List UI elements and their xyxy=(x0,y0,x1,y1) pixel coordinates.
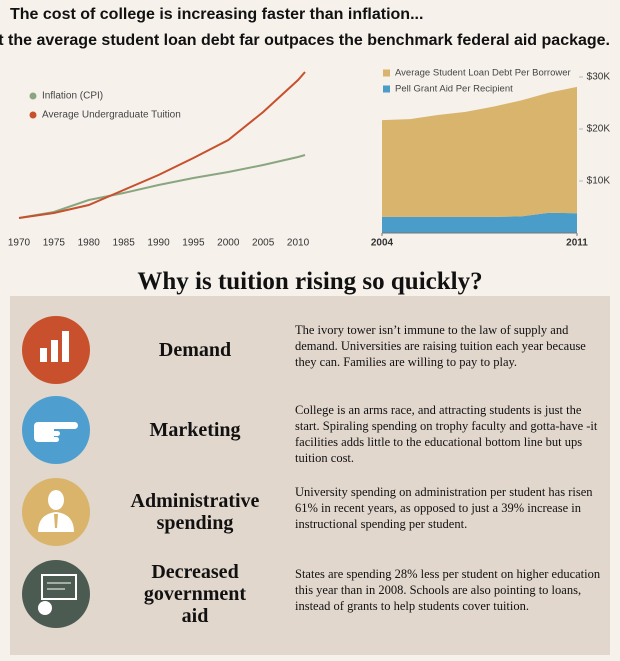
legend-marker xyxy=(29,111,37,119)
x-tick-label: 1995 xyxy=(182,238,205,249)
icon-administration xyxy=(22,478,90,546)
subtitle: yet the average student loan debt far ou… xyxy=(0,32,610,49)
legend-label: Inflation (CPI) xyxy=(42,91,103,102)
x-tick-label: 1980 xyxy=(78,238,101,249)
x-tick-label: 2004 xyxy=(371,238,394,249)
x-tick-label: 2010 xyxy=(287,238,310,249)
x-tick-label: 1970 xyxy=(8,238,31,249)
title: The cost of college is increasing faster… xyxy=(10,6,424,23)
x-tick-label: 1985 xyxy=(113,238,136,249)
legend-label: Pell Grant Aid Per Recipient xyxy=(395,84,513,95)
item-text: University spending on administration pe… xyxy=(295,485,593,531)
x-tick-label: 2005 xyxy=(252,238,275,249)
x-tick-label: 2011 xyxy=(566,238,588,249)
icon-marketing xyxy=(22,396,90,464)
item-text: The ivory tower isn’t immune to the law … xyxy=(295,323,586,369)
heading-line: government xyxy=(143,583,247,605)
heading-line: Marketing xyxy=(149,419,241,441)
icon-government-aid xyxy=(22,560,90,628)
heading-line: aid xyxy=(181,605,209,627)
item-heading: Administrative spending xyxy=(100,490,290,534)
series-line xyxy=(18,71,306,219)
x-tick-label: 1990 xyxy=(147,238,170,249)
y-tick-label: $20K xyxy=(587,124,611,135)
item-text: States are spending 28% less per student… xyxy=(295,567,601,613)
legend-marker xyxy=(383,85,390,93)
series-line xyxy=(18,154,306,219)
panel xyxy=(10,296,610,655)
heading-line: Decreased xyxy=(151,561,239,583)
item-text: College is an arms race, and attracting … xyxy=(295,403,598,465)
icon-demand xyxy=(22,316,90,384)
heading-line: Administrative xyxy=(130,490,260,512)
heading-line: spending xyxy=(156,512,234,534)
area xyxy=(382,212,577,233)
legend-marker xyxy=(383,69,390,77)
area xyxy=(382,86,577,217)
legend-label: Average Undergraduate Tuition xyxy=(42,110,181,121)
item-heading: Marketing xyxy=(100,419,290,441)
section-title: Why is tuition rising so quickly? xyxy=(137,268,483,295)
y-tick-label: $30K xyxy=(587,72,611,83)
legend-label: Average Student Loan Debt Per Borrower xyxy=(395,68,571,79)
item-heading: Demand xyxy=(100,339,290,361)
legend-marker xyxy=(29,92,37,100)
item-heading: Decreased government aid xyxy=(100,561,290,627)
heading-line: Demand xyxy=(158,339,232,361)
y-tick-label: $10K xyxy=(587,176,611,187)
x-tick-label: 1975 xyxy=(43,238,66,249)
x-tick-label: 2000 xyxy=(217,238,240,249)
